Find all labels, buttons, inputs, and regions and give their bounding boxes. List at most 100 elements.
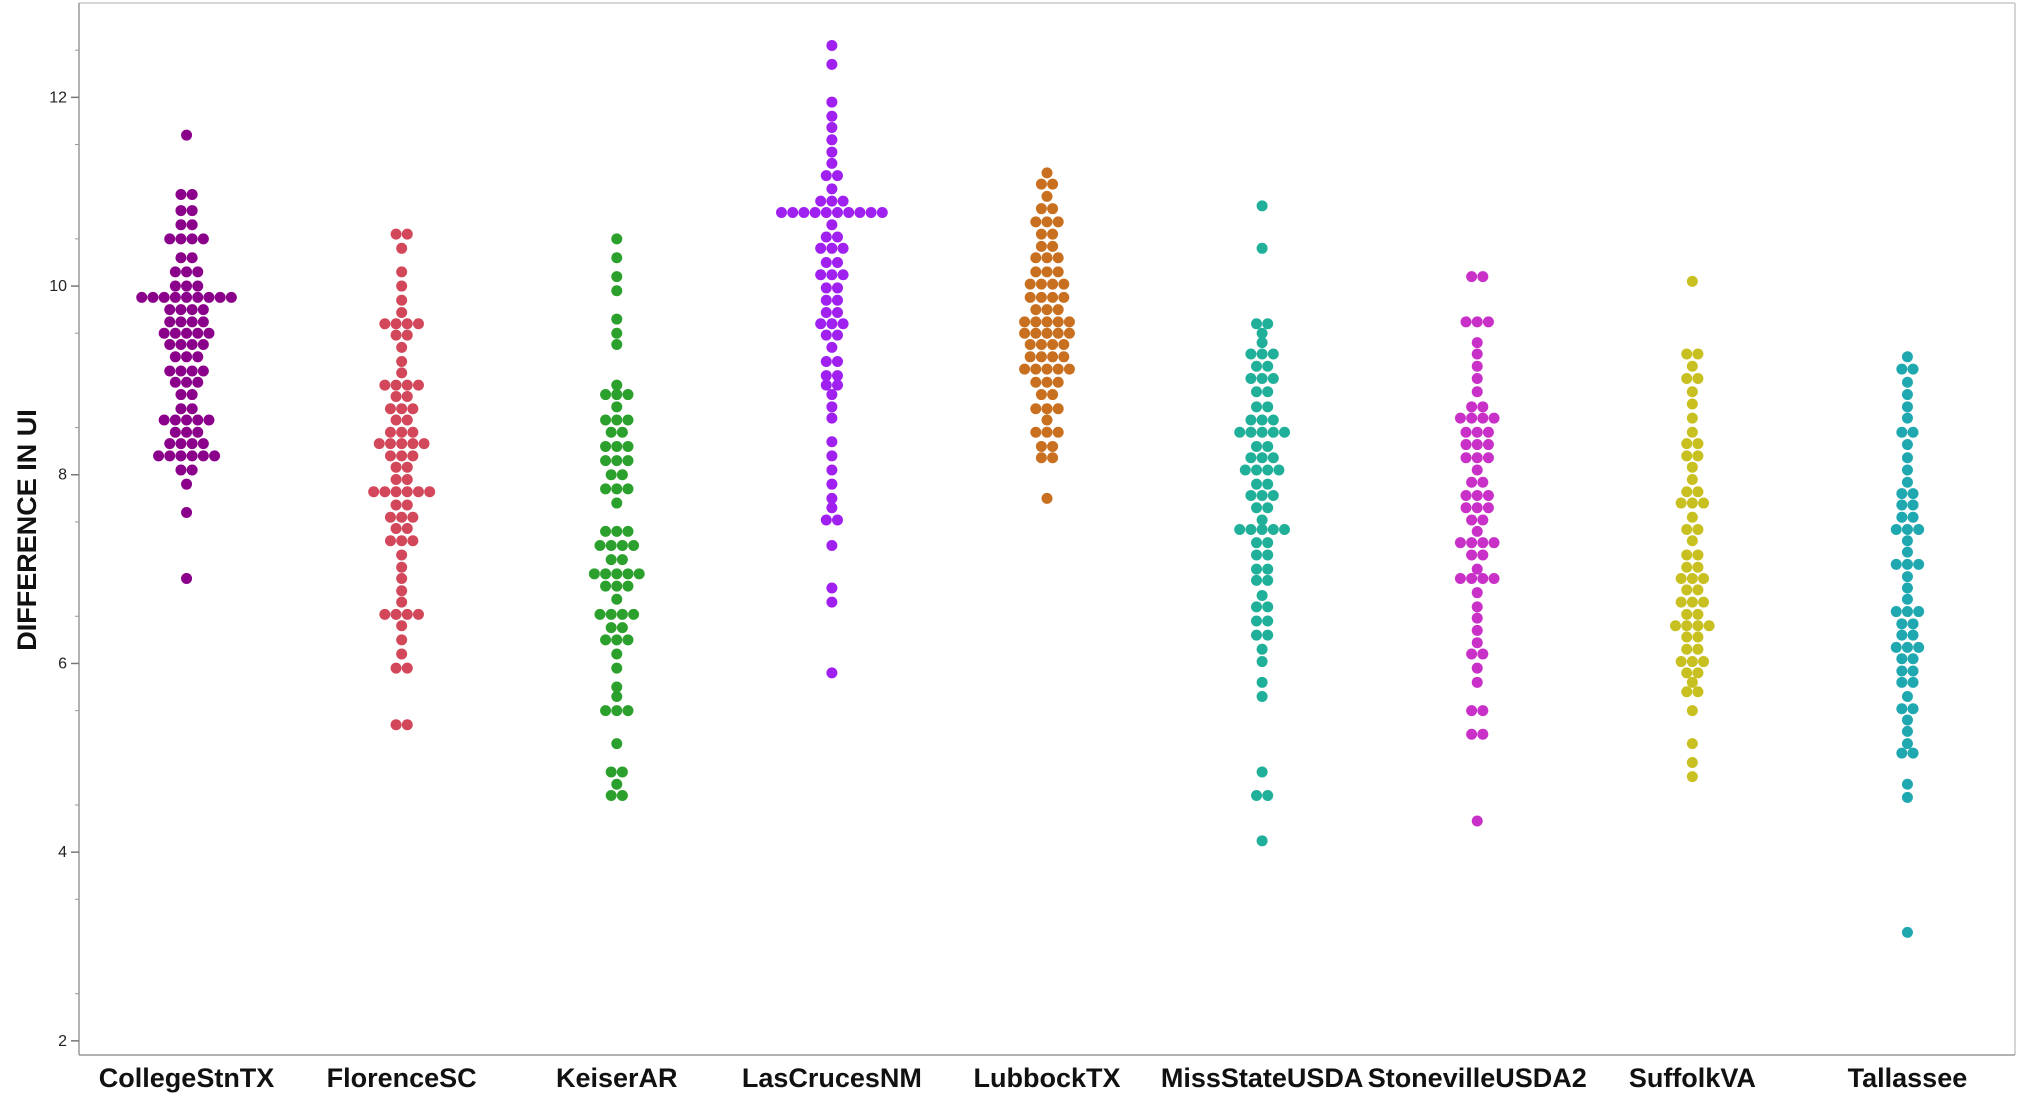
data-point: [838, 196, 849, 207]
data-point: [402, 229, 413, 240]
data-point: [826, 540, 837, 551]
data-point: [1687, 738, 1698, 749]
data-point: [1047, 179, 1058, 190]
data-point: [1472, 452, 1483, 463]
data-point: [181, 427, 192, 438]
data-point: [1472, 663, 1483, 674]
data-point: [1681, 620, 1692, 631]
data-point: [164, 316, 175, 327]
data-point: [407, 535, 418, 546]
data-point: [1472, 361, 1483, 372]
y-tick-label: 2: [58, 1033, 67, 1050]
data-point: [1042, 316, 1053, 327]
data-point: [192, 266, 203, 277]
data-point: [821, 307, 832, 318]
data-point: [1477, 413, 1488, 424]
data-point: [396, 243, 407, 254]
data-point: [1257, 452, 1268, 463]
data-point: [1053, 377, 1064, 388]
data-point: [368, 486, 379, 497]
data-point: [1042, 328, 1053, 339]
data-point: [611, 455, 622, 466]
data-point: [832, 170, 843, 181]
data-point: [1257, 200, 1268, 211]
data-point: [209, 450, 220, 461]
x-category-label: FlorenceSC: [327, 1063, 477, 1093]
data-point: [826, 219, 837, 230]
data-point: [611, 526, 622, 537]
data-point: [402, 415, 413, 426]
data-point: [1681, 549, 1692, 560]
data-point: [1036, 179, 1047, 190]
data-point: [198, 339, 209, 350]
data-point: [391, 462, 402, 473]
data-point: [1896, 427, 1907, 438]
data-point: [396, 427, 407, 438]
data-point: [396, 620, 407, 631]
data-point: [1257, 337, 1268, 348]
data-point: [600, 634, 611, 645]
data-point: [1477, 705, 1488, 716]
data-point: [1262, 549, 1273, 560]
data-point: [1472, 677, 1483, 688]
data-point: [1477, 573, 1488, 584]
data-point: [1902, 792, 1913, 803]
data-point: [385, 512, 396, 523]
data-point: [1692, 438, 1703, 449]
data-point: [175, 403, 186, 414]
data-point: [611, 682, 622, 693]
data-point: [1025, 279, 1036, 290]
data-point: [622, 483, 633, 494]
data-point: [1687, 757, 1698, 768]
data-point: [1042, 427, 1053, 438]
data-point: [1902, 715, 1913, 726]
data-point: [1036, 279, 1047, 290]
data-point: [391, 330, 402, 341]
data-point: [1030, 316, 1041, 327]
data-point: [1262, 465, 1273, 476]
data-point: [854, 207, 865, 218]
data-point: [170, 292, 181, 303]
data-point: [600, 705, 611, 716]
data-point: [1257, 373, 1268, 384]
data-point: [826, 502, 837, 513]
data-point: [1477, 649, 1488, 660]
data-point: [391, 474, 402, 485]
data-point: [1251, 502, 1262, 513]
data-point: [1902, 535, 1913, 546]
data-point: [1896, 677, 1907, 688]
data-point: [1251, 549, 1262, 560]
data-point: [1692, 373, 1703, 384]
data-point: [1676, 573, 1687, 584]
y-tick-label: 8: [58, 467, 67, 484]
data-point: [402, 663, 413, 674]
x-category-label: StonevilleUSDA2: [1368, 1063, 1587, 1093]
data-point: [1461, 502, 1472, 513]
data-point: [192, 377, 203, 388]
data-point: [1472, 386, 1483, 397]
data-point: [1036, 203, 1047, 214]
data-point: [1891, 642, 1902, 653]
data-point: [203, 415, 214, 426]
data-point: [1472, 337, 1483, 348]
data-point: [1692, 486, 1703, 497]
data-point: [826, 97, 837, 108]
data-point: [1902, 524, 1913, 535]
data-point: [1902, 413, 1913, 424]
data-point: [826, 243, 837, 254]
data-point: [1047, 203, 1058, 214]
data-point: [1461, 439, 1472, 450]
data-point: [1692, 524, 1703, 535]
x-category-label: MissStateUSDA: [1161, 1063, 1364, 1093]
data-point: [1477, 271, 1488, 282]
data-point: [600, 526, 611, 537]
data-point: [1466, 515, 1477, 526]
data-point: [1262, 502, 1273, 513]
data-point: [826, 413, 837, 424]
data-point: [1047, 279, 1058, 290]
data-point: [1472, 613, 1483, 624]
data-point: [1245, 373, 1256, 384]
data-point: [379, 318, 390, 329]
data-point: [164, 438, 175, 449]
data-point: [1466, 537, 1477, 548]
